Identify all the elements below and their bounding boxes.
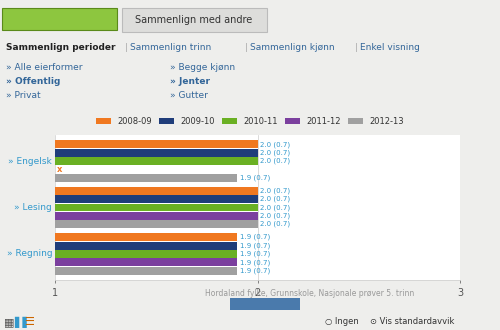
Bar	[2, 8, 117, 30]
Text: Sammenlign med andre: Sammenlign med andre	[136, 15, 252, 25]
Bar	[55, 140, 258, 148]
Bar	[55, 149, 258, 157]
Text: » Privat: » Privat	[6, 91, 40, 101]
Text: ☰: ☰	[24, 317, 34, 327]
Text: 2.0 (0.7): 2.0 (0.7)	[260, 196, 290, 202]
Text: Sammenlign kjønn: Sammenlign kjønn	[250, 44, 334, 52]
Text: ⊙ Vis standardavvik: ⊙ Vis standardavvik	[370, 317, 454, 326]
Bar	[230, 298, 300, 310]
Text: ▦: ▦	[4, 317, 14, 327]
Text: 1.9 (0.7): 1.9 (0.7)	[240, 234, 270, 240]
Text: » Begge kjønn: » Begge kjønn	[170, 63, 235, 73]
Text: Hordaland fylke, Grunnskole, Nasjonale prøver 5. trinn: Hordaland fylke, Grunnskole, Nasjonale p…	[206, 289, 414, 299]
Text: |: |	[245, 44, 248, 52]
Text: » Engelsk: » Engelsk	[8, 157, 52, 166]
Text: » Offentlig: » Offentlig	[6, 78, 60, 86]
Text: 1.9 (0.7): 1.9 (0.7)	[240, 242, 270, 249]
Text: x: x	[57, 165, 62, 174]
Bar	[122, 8, 267, 32]
Bar	[55, 258, 237, 266]
Bar	[55, 242, 237, 249]
Text: 2.0 (0.7): 2.0 (0.7)	[260, 213, 290, 219]
Text: 2.0 (0.7): 2.0 (0.7)	[260, 204, 290, 211]
Text: 2.0 (0.7): 2.0 (0.7)	[260, 149, 290, 156]
Bar	[55, 212, 258, 220]
Bar	[55, 233, 237, 241]
Bar	[55, 174, 237, 182]
Bar	[55, 195, 258, 203]
Text: » Alle eierformer: » Alle eierformer	[6, 63, 82, 73]
Text: ▌▌: ▌▌	[14, 316, 31, 328]
Text: 1.9 (0.7): 1.9 (0.7)	[240, 175, 270, 181]
Bar	[55, 157, 258, 165]
Bar	[55, 187, 258, 195]
Bar	[55, 267, 237, 275]
Text: ○ Ingen: ○ Ingen	[325, 317, 359, 326]
Legend: 2008-09, 2009-10, 2010-11, 2011-12, 2012-13: 2008-09, 2009-10, 2010-11, 2011-12, 2012…	[96, 117, 404, 126]
Bar	[55, 220, 258, 228]
Text: » Gutter: » Gutter	[170, 91, 208, 101]
Bar	[55, 250, 237, 258]
Text: |: |	[125, 44, 128, 52]
Text: » Lesing: » Lesing	[14, 203, 52, 212]
Text: 1.9 (0.7): 1.9 (0.7)	[240, 251, 270, 257]
Text: 2.0 (0.7): 2.0 (0.7)	[260, 141, 290, 148]
Text: » Regning: » Regning	[6, 249, 52, 258]
Text: 1.9 (0.7): 1.9 (0.7)	[240, 259, 270, 266]
Bar	[55, 204, 258, 212]
Text: Sammenlign perioder: Sammenlign perioder	[6, 44, 116, 52]
Text: 2.0 (0.7): 2.0 (0.7)	[260, 187, 290, 194]
Text: Enkel visning: Enkel visning	[360, 44, 420, 52]
Text: 2.0 (0.7): 2.0 (0.7)	[260, 221, 290, 227]
Text: » Jenter: » Jenter	[170, 78, 210, 86]
Text: 2.0 (0.7): 2.0 (0.7)	[260, 158, 290, 164]
Text: 1.9 (0.7): 1.9 (0.7)	[240, 267, 270, 274]
Text: Sammenlign trinn: Sammenlign trinn	[130, 44, 211, 52]
Text: |: |	[355, 44, 358, 52]
